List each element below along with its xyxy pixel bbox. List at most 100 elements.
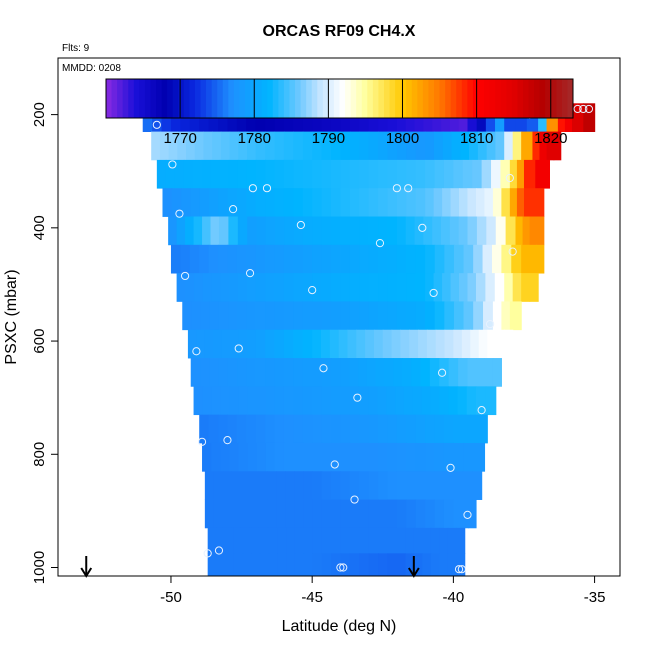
heat-cell-5-0-0 bbox=[170, 244, 181, 274]
heat-cell-12-2-3 bbox=[396, 442, 407, 472]
heat-cell-14-0-3 bbox=[231, 499, 242, 529]
heat-cell-14-2-3 bbox=[425, 499, 436, 529]
heat-cell-4-3-5 bbox=[359, 216, 370, 246]
heat-cell-5-0-7 bbox=[236, 244, 247, 274]
heat-cell-9-3-4 bbox=[448, 358, 459, 387]
heat-cell-7-3-0 bbox=[425, 301, 436, 331]
heat-cell-1-1-0 bbox=[255, 131, 266, 161]
heat-cell-13-0-10 bbox=[294, 471, 304, 500]
observation-point-17 bbox=[429, 288, 438, 298]
colorbar-swatch-28 bbox=[261, 79, 268, 118]
heat-cell-11-3-2 bbox=[470, 414, 480, 444]
heat-cell-4-5-1 bbox=[476, 216, 487, 246]
heat-cell-6-2-7 bbox=[406, 273, 417, 302]
heat-cell-11-2-5 bbox=[415, 414, 426, 444]
heat-cell-6-4-0 bbox=[475, 273, 486, 302]
observation-point-24 bbox=[477, 406, 486, 415]
colorbar-swatch-83 bbox=[567, 79, 574, 118]
heat-cell-7-1-0 bbox=[255, 301, 266, 331]
heat-cell-10-1-3 bbox=[312, 386, 323, 416]
heat-cell-10-1-5 bbox=[331, 386, 342, 416]
heat-cell-7-0-0 bbox=[182, 301, 193, 331]
heat-cell-14-3-0 bbox=[453, 499, 462, 529]
heat-cell-16-0-7 bbox=[268, 553, 278, 577]
heat-cell-9-0-3 bbox=[218, 358, 229, 387]
heat-cell-3-2-0 bbox=[340, 188, 351, 217]
colorbar-swatch-71 bbox=[500, 79, 507, 118]
colorbar-swatch-41 bbox=[333, 79, 340, 118]
heat-cell-3-0-2 bbox=[181, 188, 192, 217]
heat-cell-12-2-1 bbox=[378, 442, 389, 472]
colorbar-swatch-49 bbox=[378, 79, 385, 118]
heat-cell-10-2-4 bbox=[403, 386, 414, 416]
heat-cell-5-1-3 bbox=[283, 244, 294, 274]
heat-cell-12-0-0 bbox=[202, 442, 212, 472]
colorbar-swatch-60 bbox=[439, 79, 446, 118]
heat-cell-12-0-5 bbox=[247, 442, 258, 472]
heat-cell-8-2-7 bbox=[373, 329, 384, 359]
heat-cell-1-2-0 bbox=[340, 131, 351, 161]
heat-cell-5-2-1 bbox=[349, 244, 360, 274]
heat-cell-9-4-1 bbox=[475, 358, 486, 387]
heat-cell-1-1-6 bbox=[312, 131, 323, 161]
colorbar-swatch-24 bbox=[239, 79, 246, 118]
heat-cell-8-0-6 bbox=[238, 329, 248, 359]
heat-cell-1-3-1 bbox=[433, 131, 444, 161]
heat-cell-4-0-5 bbox=[210, 216, 220, 246]
heat-cell-8-3-0 bbox=[382, 329, 393, 359]
colorbar-tick-label-4: 1810 bbox=[460, 130, 493, 147]
heat-cell-4-2-6 bbox=[302, 216, 313, 246]
heat-cell-16-1-0 bbox=[312, 553, 323, 577]
heat-cell-14-1-4 bbox=[349, 499, 360, 529]
colorbar-swatch-15 bbox=[189, 79, 196, 118]
heat-cell-2-3-5 bbox=[472, 159, 483, 189]
heat-cell-1-0-11 bbox=[246, 131, 257, 161]
observation-point-22 bbox=[437, 368, 447, 377]
heat-cell-8-2-4 bbox=[347, 329, 357, 359]
observation-point-13 bbox=[508, 247, 517, 256]
heat-cell-3-2-4 bbox=[378, 188, 389, 217]
heat-cell-16-0-11 bbox=[303, 553, 313, 577]
heat-cell-2-7-0 bbox=[535, 159, 543, 189]
heat-cell-13-1-0 bbox=[312, 471, 323, 500]
heat-cell-2-1-7 bbox=[321, 159, 332, 189]
heat-cell-1-2-4 bbox=[378, 131, 389, 161]
heat-cell-4-5-2 bbox=[486, 216, 497, 246]
heat-cell-10-2-1 bbox=[377, 386, 387, 416]
heat-cell-15-3-0 bbox=[439, 527, 449, 554]
colorbar-swatch-10 bbox=[161, 79, 168, 118]
colorbar-frame bbox=[105, 78, 574, 119]
heat-cell-7-2-6 bbox=[396, 301, 407, 331]
heat-cell-8-3-4 bbox=[418, 329, 428, 359]
heat-cell-1-3-3 bbox=[451, 131, 461, 161]
heat-cell-16-1-7 bbox=[378, 553, 389, 577]
heat-cell-10-0-4 bbox=[229, 386, 240, 416]
colorbar-swatch-59 bbox=[434, 79, 441, 118]
heat-cell-6-5-1 bbox=[512, 273, 522, 302]
colorbar-swatch-66 bbox=[472, 79, 479, 118]
heat-cell-1-3-2 bbox=[442, 131, 453, 161]
heat-cell-11-0-3 bbox=[227, 414, 238, 444]
heat-cell-3-3-2 bbox=[442, 188, 452, 217]
heat-cell-2-3-1 bbox=[434, 159, 445, 189]
heat-cell-8-5-0 bbox=[487, 329, 497, 359]
y-axis-title: PSXC (mbar) bbox=[3, 269, 20, 364]
colorbar-swatch-34 bbox=[295, 79, 302, 118]
heat-cell-12-1-6 bbox=[340, 442, 351, 472]
heat-cell-15-1-3 bbox=[340, 527, 351, 554]
heat-cell-11-3-1 bbox=[461, 414, 471, 444]
heat-cell-8-1-3 bbox=[283, 329, 294, 359]
colorbar-swatch-72 bbox=[506, 79, 513, 118]
heat-cell-5-1-5 bbox=[302, 244, 313, 274]
heat-cell-9-3-5 bbox=[458, 358, 469, 387]
heat-cell-7-3-3 bbox=[453, 301, 465, 331]
heat-cell-11-0-4 bbox=[236, 414, 247, 444]
down-arrow-icon bbox=[80, 556, 93, 578]
heat-cell-9-2-4 bbox=[375, 358, 386, 387]
heat-cell-10-1-1 bbox=[293, 386, 304, 416]
heat-cell-14-0-6 bbox=[258, 499, 269, 529]
heat-cell-8-3-7 bbox=[444, 329, 454, 359]
heat-cell-1-1-1 bbox=[265, 131, 276, 161]
heat-cell-5-2-8 bbox=[415, 244, 426, 274]
heat-cell-14-1-3 bbox=[340, 499, 351, 529]
